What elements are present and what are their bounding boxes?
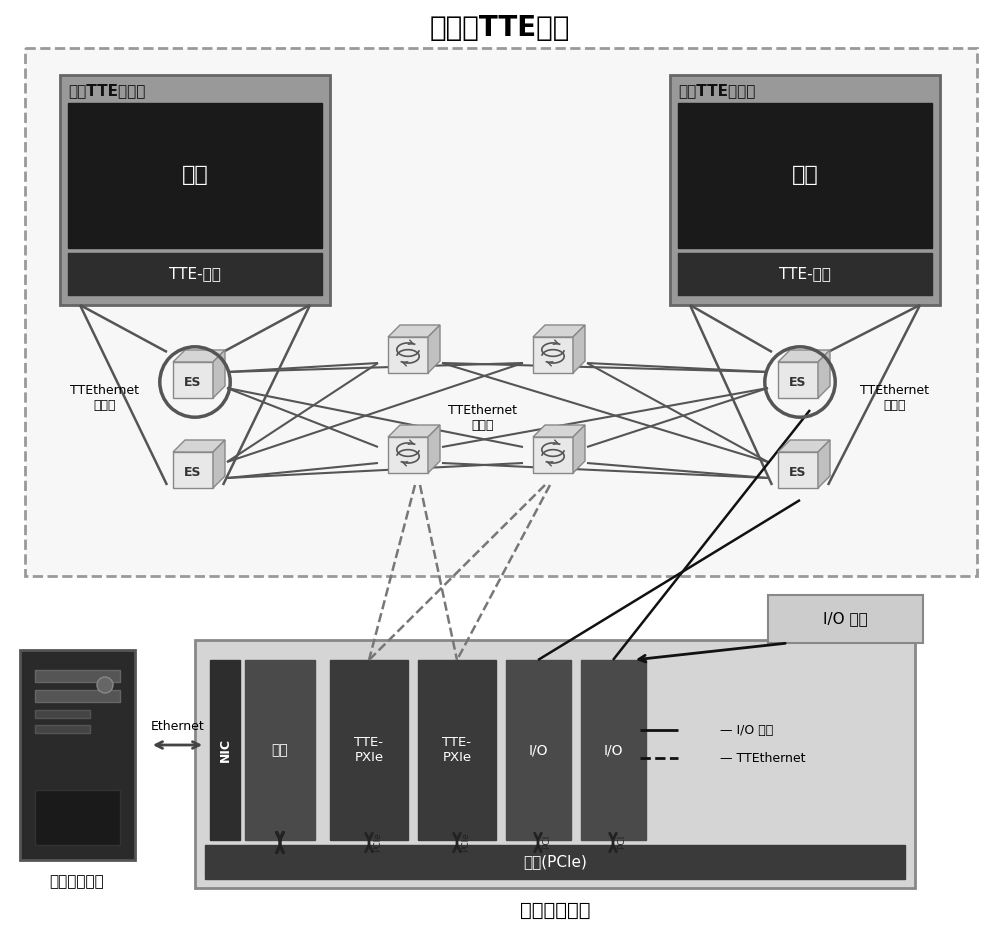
Text: PCI: PCI (542, 835, 551, 849)
Text: ES: ES (184, 376, 202, 388)
Text: 主板: 主板 (272, 743, 288, 757)
Polygon shape (533, 437, 573, 473)
Text: 待测试TTE网络: 待测试TTE网络 (430, 14, 570, 42)
Polygon shape (173, 362, 213, 398)
Polygon shape (428, 425, 440, 473)
Polygon shape (173, 350, 225, 362)
Text: 应用: 应用 (182, 165, 208, 185)
Text: 应用: 应用 (792, 165, 818, 185)
Text: TTE-驱动: TTE-驱动 (779, 267, 831, 282)
Text: TTE-驱动: TTE-驱动 (169, 267, 221, 282)
Polygon shape (213, 350, 225, 398)
Text: ES: ES (789, 465, 807, 479)
Polygon shape (213, 440, 225, 488)
Polygon shape (428, 325, 440, 373)
Text: PCIe: PCIe (373, 832, 382, 852)
Polygon shape (173, 440, 225, 452)
Text: 第二TTE端系统: 第二TTE端系统 (678, 84, 755, 99)
Bar (35, 670, 120, 682)
Text: — TTEthernet: — TTEthernet (720, 752, 806, 765)
Text: I/O: I/O (603, 743, 623, 757)
Bar (35, 725, 90, 733)
Polygon shape (533, 425, 585, 437)
Bar (210, 660, 240, 840)
Bar (678, 253, 932, 295)
Bar (245, 660, 315, 840)
Polygon shape (533, 325, 585, 337)
Polygon shape (573, 325, 585, 373)
Bar (195, 640, 915, 888)
Bar (68, 253, 322, 295)
Text: NIC: NIC (218, 738, 232, 762)
Polygon shape (388, 325, 440, 337)
Bar (678, 103, 932, 248)
Bar (60, 75, 330, 305)
Text: TTE-
PXIe: TTE- PXIe (442, 736, 472, 764)
Bar (35, 690, 120, 702)
Bar (768, 595, 923, 643)
Polygon shape (778, 350, 830, 362)
Polygon shape (388, 437, 428, 473)
Polygon shape (818, 350, 830, 398)
Polygon shape (173, 452, 213, 488)
Text: ES: ES (184, 465, 202, 479)
Bar (68, 103, 322, 248)
Text: TTE-
PXIe: TTE- PXIe (354, 736, 384, 764)
Bar (35, 710, 90, 718)
Polygon shape (778, 440, 830, 452)
Text: TTEthernet
端系统: TTEthernet 端系统 (860, 384, 930, 412)
Text: 测试执行设备: 测试执行设备 (520, 901, 590, 919)
Text: 背板(PCIe): 背板(PCIe) (523, 854, 587, 869)
Text: I/O 触发: I/O 触发 (823, 611, 867, 626)
Bar (506, 660, 571, 840)
Bar (25, 48, 977, 576)
Polygon shape (778, 452, 818, 488)
Bar (581, 660, 646, 840)
Text: 第一TTE端系统: 第一TTE端系统 (68, 84, 145, 99)
Polygon shape (388, 425, 440, 437)
Text: Ethernet: Ethernet (151, 721, 205, 734)
Bar (418, 660, 496, 840)
Polygon shape (388, 337, 428, 373)
Text: 测试管理设备: 测试管理设备 (50, 874, 104, 889)
Polygon shape (778, 362, 818, 398)
Text: — I/O 触发: — I/O 触发 (720, 723, 773, 737)
Circle shape (97, 677, 113, 693)
Text: I/O: I/O (528, 743, 548, 757)
Text: ES: ES (789, 376, 807, 388)
Bar (205, 845, 905, 879)
Text: PCIe: PCIe (461, 832, 470, 852)
Polygon shape (533, 337, 573, 373)
Text: TTEthernet
交换机: TTEthernet 交换机 (448, 404, 518, 432)
Bar (330, 660, 408, 840)
Bar (20, 650, 135, 860)
Text: PCI: PCI (617, 835, 626, 849)
Polygon shape (573, 425, 585, 473)
Text: TTEthernet
端系统: TTEthernet 端系统 (70, 384, 140, 412)
Polygon shape (818, 440, 830, 488)
Bar (35, 790, 120, 845)
Bar (670, 75, 940, 305)
